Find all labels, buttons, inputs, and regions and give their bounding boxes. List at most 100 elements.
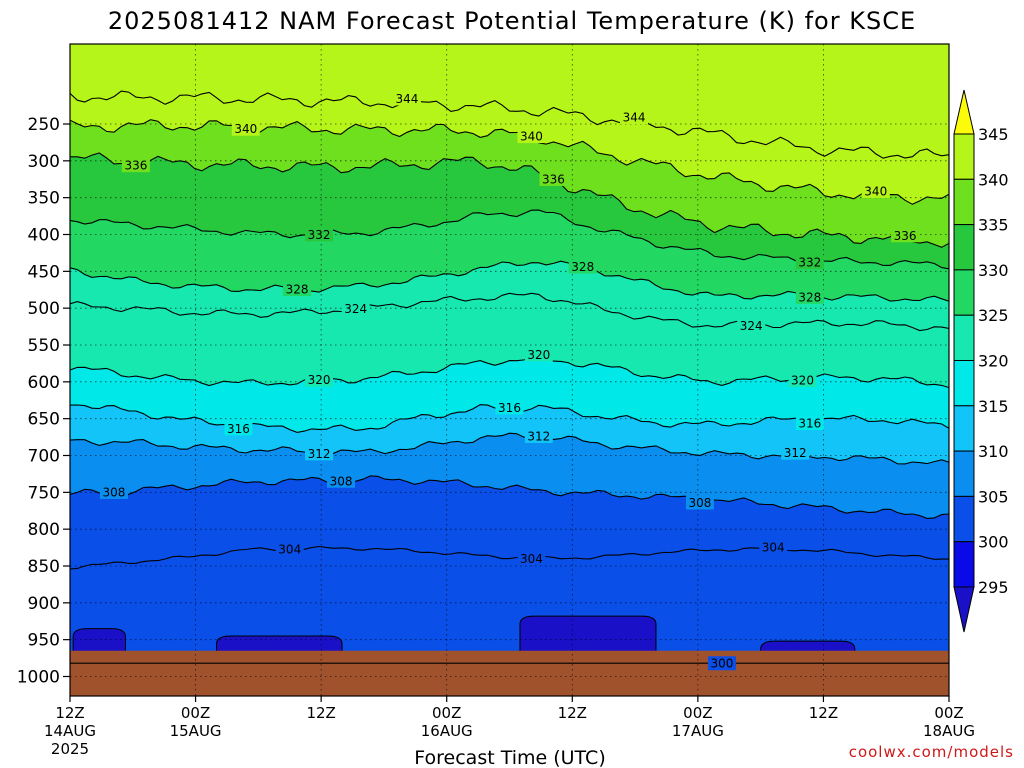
contour-label: 328 xyxy=(286,283,309,297)
colorbar-box xyxy=(953,495,975,543)
y-tick-label: 350 xyxy=(28,189,60,209)
contour-line-336 xyxy=(70,152,949,248)
contour-label-bg xyxy=(781,445,810,460)
contour-label: 316 xyxy=(498,401,521,415)
contour-line-304 xyxy=(70,545,949,570)
y-tick-label: 1000 xyxy=(17,668,60,688)
contour-label: 312 xyxy=(527,430,550,444)
filled-contours xyxy=(70,44,949,696)
contour-label-bg xyxy=(305,446,334,461)
contour-line-324 xyxy=(70,292,949,332)
y-tick-label: 250 xyxy=(28,115,60,135)
contour-label: 324 xyxy=(740,319,763,333)
contour-label-bg xyxy=(224,421,253,436)
y-tick-label: 700 xyxy=(28,447,60,467)
contour-label: 308 xyxy=(102,485,125,499)
y-tick-label: 650 xyxy=(28,410,60,430)
x-tick-year: 2025 xyxy=(51,740,89,758)
colorbar-bottom-arrow xyxy=(953,586,975,633)
cold-pocket xyxy=(216,635,343,654)
plot-area: 344 344 340 340 340 336 336 336 332 332 328 328 328 3… xyxy=(70,44,949,696)
colorbar-tick-label: 300 xyxy=(978,533,1009,552)
contour-label-bg xyxy=(759,539,788,554)
contour-label: 340 xyxy=(864,184,887,198)
y-tick-label: 400 xyxy=(28,226,60,246)
contour-label: 304 xyxy=(520,552,543,566)
x-tick-label: 00Z xyxy=(934,704,963,722)
fill-band-344 xyxy=(70,44,949,159)
contour-label: 344 xyxy=(623,111,646,125)
cold-pockets xyxy=(72,615,856,654)
contour-label-bg xyxy=(795,255,824,270)
x-tick-date: 16AUG xyxy=(421,722,473,740)
contour-label-bg xyxy=(305,227,334,242)
colorbar-box xyxy=(953,224,975,271)
contour-label-bg xyxy=(707,656,736,671)
contour-line-340 xyxy=(70,119,949,205)
contour-label: 312 xyxy=(308,447,331,461)
x-tick-label: 00Z xyxy=(683,704,712,722)
contour-label-bg xyxy=(524,429,553,444)
x-tick-label: 00Z xyxy=(432,704,461,722)
y-tick-label: 750 xyxy=(28,483,60,503)
contour-label-bg xyxy=(305,372,334,387)
y-tick-label: 600 xyxy=(28,373,60,393)
x-tick-label: 12Z xyxy=(809,704,838,722)
x-tick-label: 12Z xyxy=(558,704,587,722)
colorbar-tick-label: 340 xyxy=(978,170,1009,189)
colorbar-box xyxy=(953,133,975,180)
contour-label: 332 xyxy=(798,256,821,270)
contour-label-bg xyxy=(121,158,150,173)
contour-label: 344 xyxy=(395,92,418,106)
contour-label-bg xyxy=(737,318,766,333)
contour-label-bg xyxy=(341,301,370,316)
contour-label: 300 xyxy=(710,657,733,671)
ground-surface xyxy=(70,650,949,696)
chart-title: 2025081412 NAM Forecast Potential Temper… xyxy=(108,7,916,35)
contour-label: 304 xyxy=(762,540,785,554)
contour-label-bg xyxy=(568,259,597,274)
contour-label-bg xyxy=(539,171,568,186)
colorbar-box xyxy=(953,405,975,452)
colorbar-tick-label: 325 xyxy=(978,306,1009,325)
colorbar-top-arrow xyxy=(953,89,975,135)
x-tick-label: 12Z xyxy=(55,704,84,722)
contour-label: 324 xyxy=(344,302,367,316)
colorbar-box xyxy=(953,360,975,407)
contour-label: 316 xyxy=(227,422,250,436)
contour-label: 340 xyxy=(520,130,543,144)
y-tick-label: 850 xyxy=(28,557,60,577)
colorbar-tick-label: 345 xyxy=(978,125,1009,144)
contour-label: 336 xyxy=(894,229,917,243)
y-tick-label: 950 xyxy=(28,631,60,651)
contour-label: 308 xyxy=(688,496,711,510)
contour-label-bg xyxy=(327,473,356,488)
contour-label: 332 xyxy=(308,228,331,242)
contour-label: 336 xyxy=(124,159,147,173)
y-tick-label: 500 xyxy=(28,299,60,319)
credit-text: coolwx.com/models xyxy=(849,743,1014,761)
x-tick-label: 12Z xyxy=(306,704,335,722)
contour-line-344 xyxy=(70,90,949,159)
contour-label-bg xyxy=(275,542,304,557)
contour-label: 320 xyxy=(791,374,814,388)
contour-label: 328 xyxy=(571,260,594,274)
colorbar-box xyxy=(953,314,975,362)
contour-label-bg xyxy=(517,129,546,144)
contour-label-bg xyxy=(517,551,546,566)
colorbar-tick-label: 310 xyxy=(978,442,1009,461)
colorbar-tick-label: 330 xyxy=(978,261,1009,280)
cold-pocket xyxy=(519,615,657,654)
contour-label-bg xyxy=(231,121,260,136)
plot-frame xyxy=(69,43,950,697)
contour-label-bg xyxy=(788,373,817,388)
contour-label: 340 xyxy=(234,122,257,136)
colorbar-box xyxy=(953,450,975,497)
colorbar-tick-label: 335 xyxy=(978,216,1009,235)
contour-label-bg xyxy=(861,183,890,198)
colorbar-box xyxy=(953,178,975,226)
x-tick-date: 17AUG xyxy=(672,722,724,740)
contour-label-bg xyxy=(99,484,128,499)
contour-label-bg xyxy=(795,416,824,431)
